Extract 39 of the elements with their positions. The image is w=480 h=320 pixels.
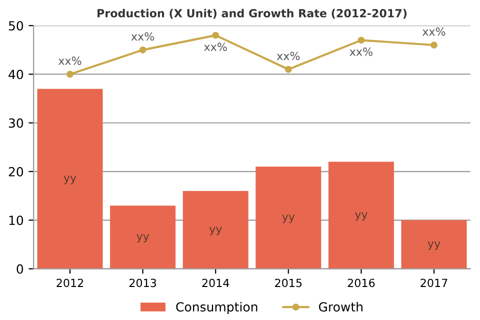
data-label: xx% [350, 48, 372, 56]
y-tick-label: 30 [8, 118, 24, 128]
y-tick-label: 20 [8, 166, 24, 176]
data-label: yy [209, 226, 222, 236]
y-tick-label: 10 [9, 216, 24, 226]
point [139, 46, 146, 54]
x-tick-label: 2017 [420, 278, 448, 288]
x-tick-label: 2013 [129, 278, 156, 288]
bar [110, 206, 176, 269]
data-label: xx% [131, 32, 154, 41]
point [358, 36, 365, 44]
data-label: yy [354, 212, 368, 221]
data-label: xx% [276, 52, 300, 60]
point [212, 32, 220, 39]
data-label: yy [282, 214, 295, 224]
data-label: xx% [422, 27, 446, 36]
x-tick-label: 2012 [56, 278, 84, 288]
data-label: xx% [58, 56, 82, 65]
legend-label: Growth [318, 302, 362, 312]
x-tick-label: 2015 [275, 278, 302, 288]
data-label: yy [428, 241, 440, 250]
y-tick-label: 40 [8, 70, 24, 80]
point [284, 66, 292, 73]
point [66, 70, 74, 78]
y-tick-label: 50 [8, 21, 24, 31]
x-tick-label: 2016 [348, 278, 375, 288]
y-tick-label: 0 [16, 264, 24, 274]
legend-label: Consumption [176, 302, 258, 314]
bar [401, 220, 467, 269]
bar [182, 190, 248, 269]
x-tick-label: 2014 [202, 278, 230, 288]
data-label: yy [64, 176, 76, 184]
data-label: xx% [204, 42, 227, 52]
chart-title: Production (X Unit) and Growth Rate (2012-2017) [98, 8, 407, 19]
data-label: yy [136, 234, 150, 243]
bar [328, 162, 394, 269]
point [430, 42, 438, 49]
bar [37, 88, 103, 269]
bar [256, 166, 322, 269]
